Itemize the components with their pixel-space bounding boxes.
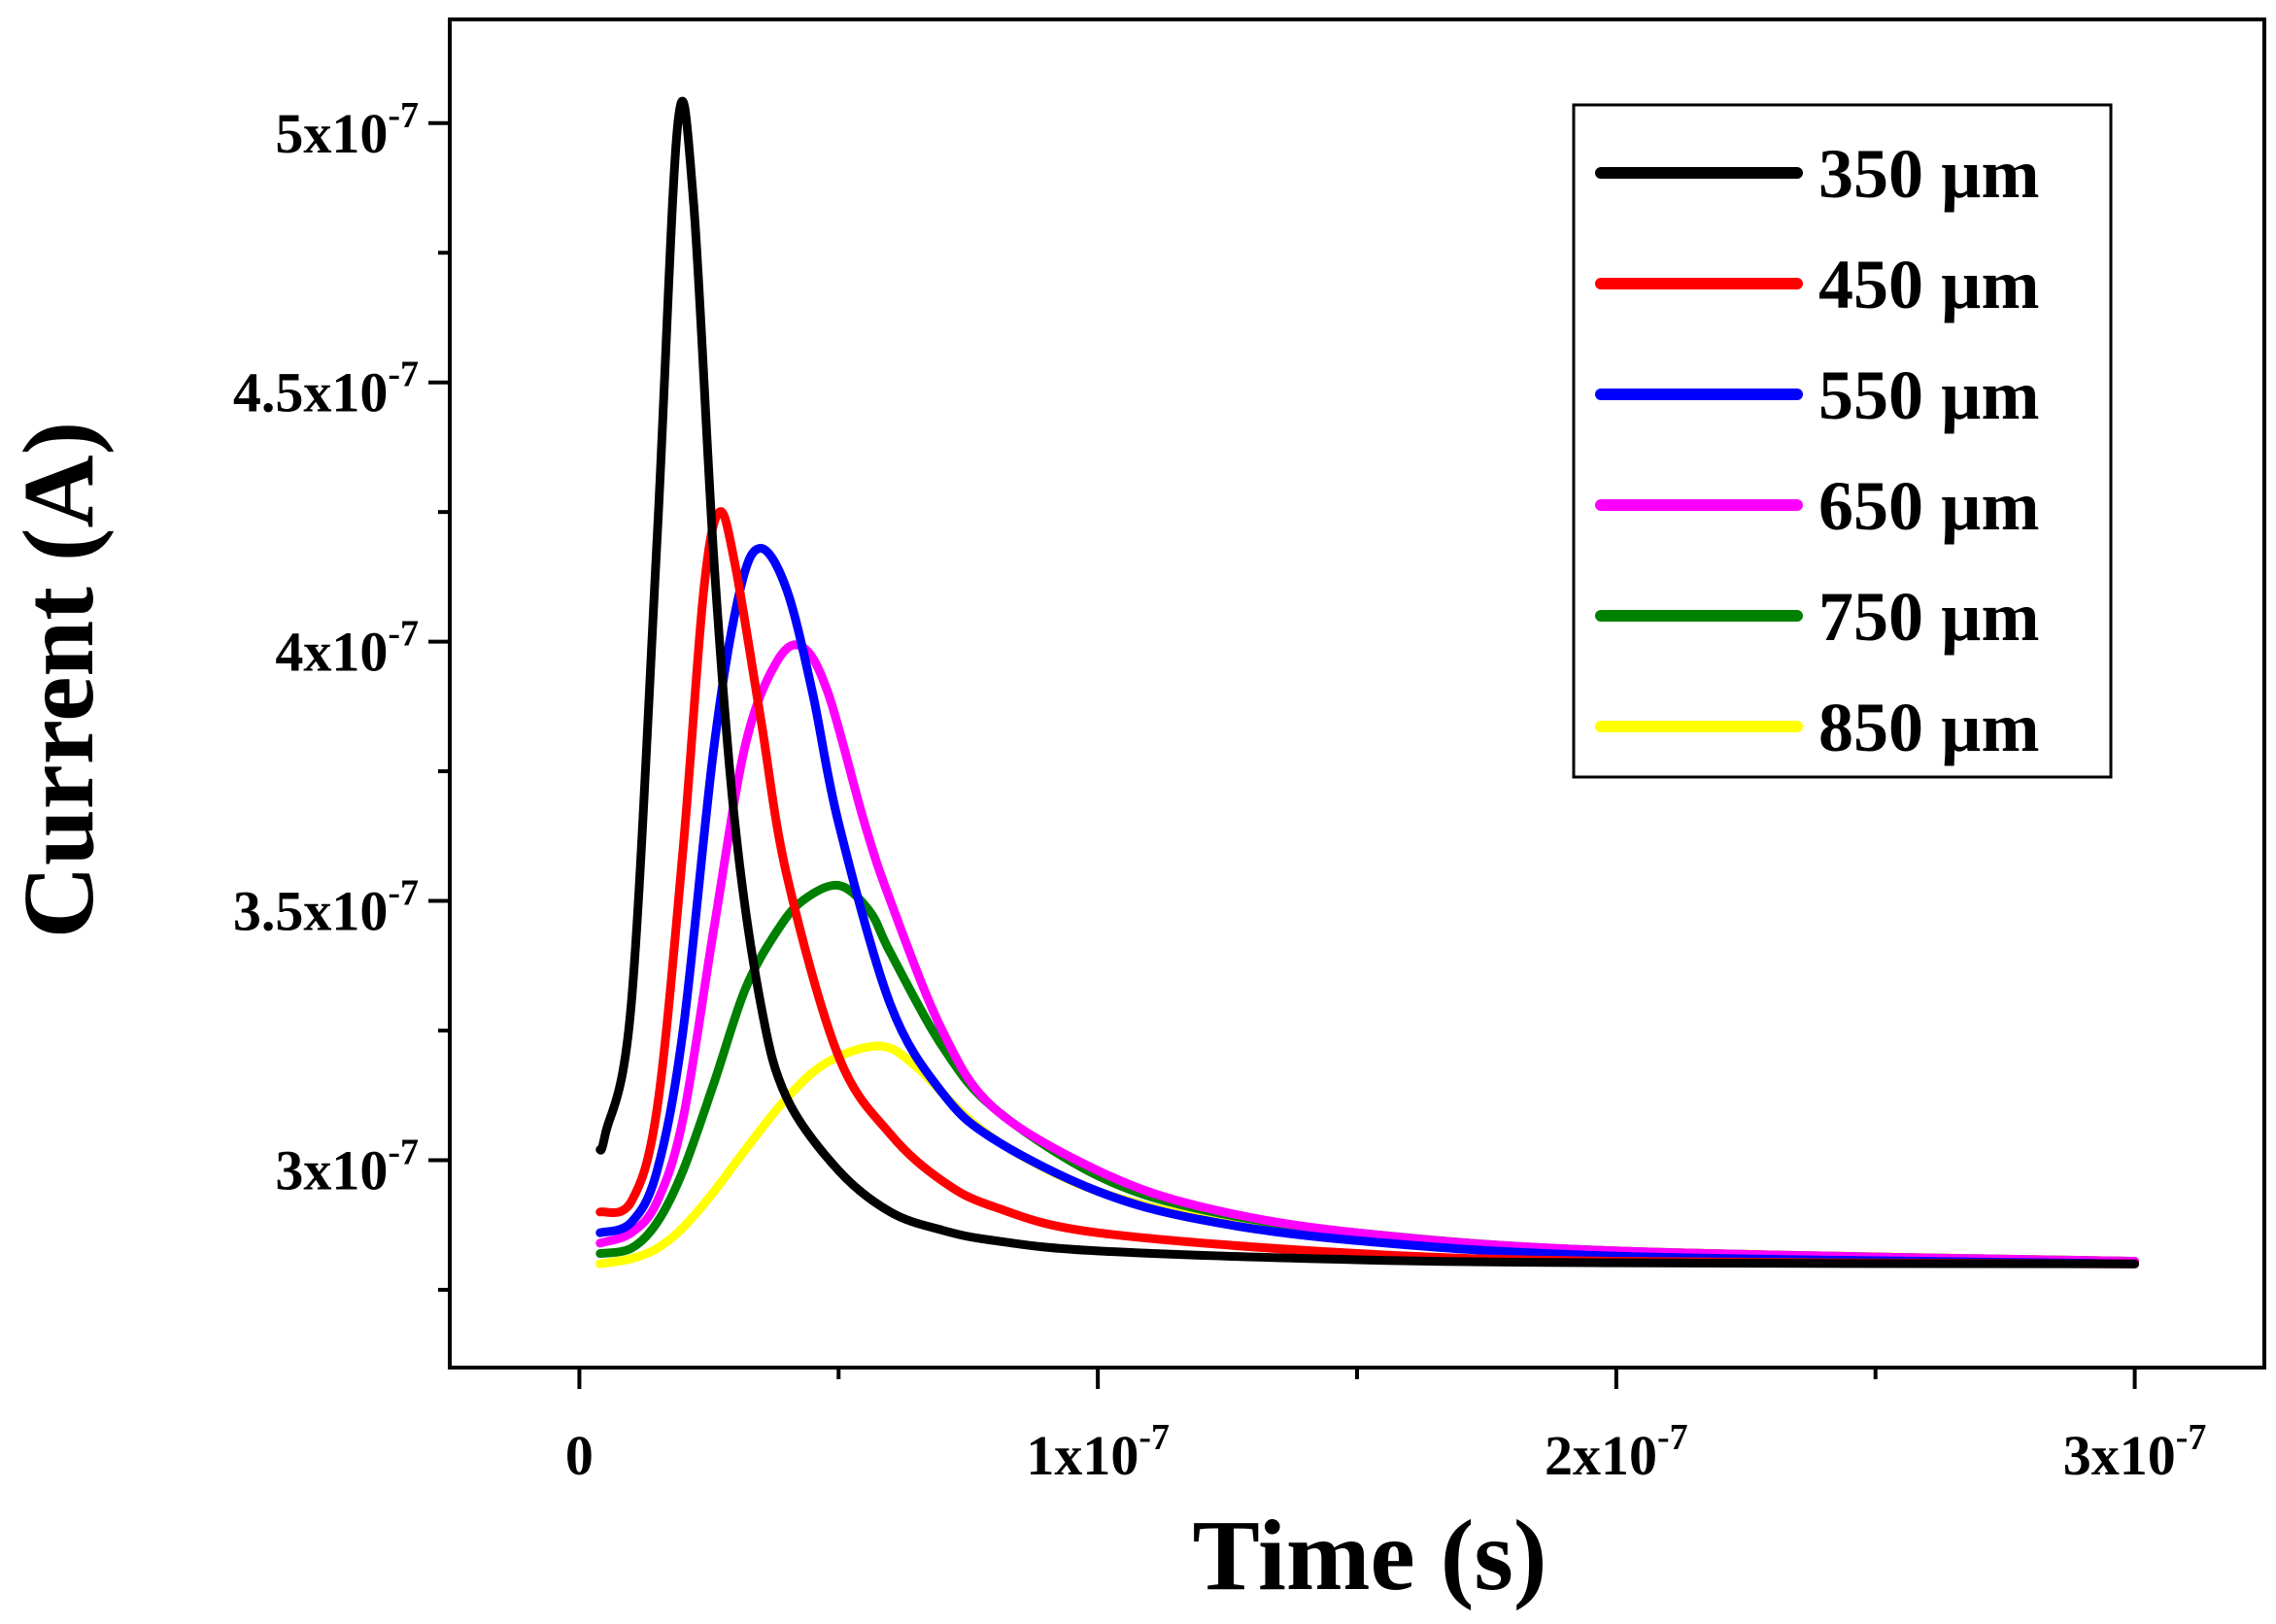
legend-label-350: 350 µm: [1818, 135, 2039, 213]
x-tick-label: 1x10-7: [1026, 1417, 1170, 1487]
y-tick-label: 5x10-7: [275, 95, 419, 165]
series-line-450: [595, 507, 2140, 1269]
x-tick-label: 0: [565, 1424, 594, 1487]
legend-label-850: 850 µm: [1818, 689, 2039, 766]
y-tick-label: 4.5x10-7: [233, 355, 419, 424]
series-lines: [595, 96, 2140, 1269]
y-tick-label: 3.5x10-7: [233, 873, 419, 943]
legend-label-550: 550 µm: [1818, 356, 2039, 434]
legend-label-450: 450 µm: [1818, 246, 2039, 323]
series-line-350: [595, 96, 2140, 1269]
x-tick-label: 2x10-7: [1545, 1417, 1688, 1487]
legend-label-650: 650 µm: [1818, 467, 2039, 545]
legend: 350 µm 450 µm 550 µm 650 µm 750 µm 850 µm: [1572, 103, 2113, 779]
x-axis-ticks: 0 1x10-7 2x10-7 3x10-7: [565, 1368, 2206, 1487]
y-tick-label: 3x10-7: [275, 1132, 419, 1201]
y-tick-label: 4x10-7: [275, 614, 419, 684]
series-line-550: [595, 544, 2140, 1269]
legend-box: [1572, 103, 2113, 779]
series-line-750: [595, 880, 2140, 1267]
x-tick-label: 3x10-7: [2063, 1417, 2207, 1487]
y-axis-title: Current (A): [3, 422, 115, 938]
legend-label-750: 750 µm: [1818, 578, 2039, 656]
series-line-650: [595, 640, 2140, 1267]
y-axis-ticks: 3x10-7 3.5x10-7 4x10-7 4.5x10-7 5x10-7: [233, 95, 450, 1292]
x-axis-title: Time (s): [1193, 1500, 1547, 1611]
